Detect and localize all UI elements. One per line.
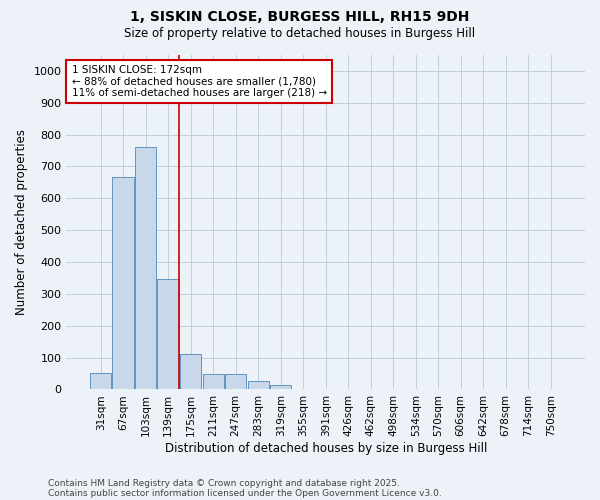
Text: 1 SISKIN CLOSE: 172sqm
← 88% of detached houses are smaller (1,780)
11% of semi-: 1 SISKIN CLOSE: 172sqm ← 88% of detached… (71, 65, 327, 98)
Text: Contains HM Land Registry data © Crown copyright and database right 2025.: Contains HM Land Registry data © Crown c… (48, 478, 400, 488)
X-axis label: Distribution of detached houses by size in Burgess Hill: Distribution of detached houses by size … (164, 442, 487, 455)
Text: 1, SISKIN CLOSE, BURGESS HILL, RH15 9DH: 1, SISKIN CLOSE, BURGESS HILL, RH15 9DH (130, 10, 470, 24)
Bar (248, 381, 269, 390)
Bar (338, 388, 359, 390)
Y-axis label: Number of detached properties: Number of detached properties (15, 129, 28, 315)
Bar (157, 278, 179, 390)
Bar (135, 148, 157, 390)
Text: Size of property relative to detached houses in Burgess Hill: Size of property relative to detached ho… (124, 28, 476, 40)
Bar (225, 374, 247, 390)
Text: Contains public sector information licensed under the Open Government Licence v3: Contains public sector information licen… (48, 488, 442, 498)
Bar (270, 384, 292, 390)
Bar (203, 374, 224, 390)
Bar (90, 373, 112, 390)
Bar (180, 354, 202, 390)
Bar (112, 176, 134, 390)
